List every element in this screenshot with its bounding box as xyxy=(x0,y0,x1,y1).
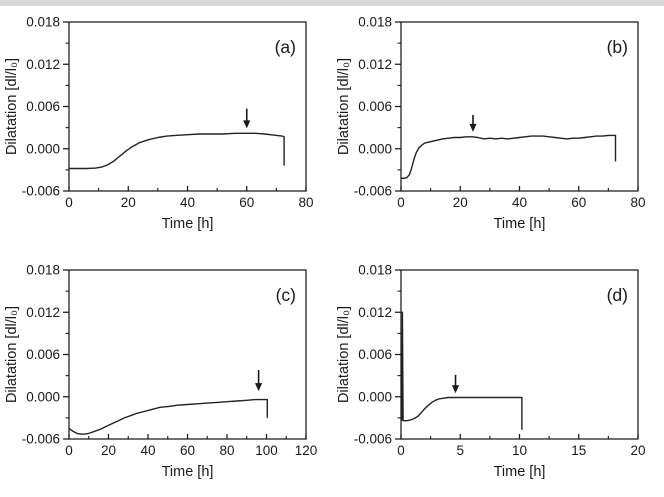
annotation-arrow-icon xyxy=(255,369,263,392)
x-tick-label: 80 xyxy=(630,195,645,210)
x-tick-label: 5 xyxy=(456,443,464,458)
y-tick-label: 0.000 xyxy=(26,389,60,404)
y-tick-label: 0.000 xyxy=(26,141,60,156)
y-tick-label: 0.012 xyxy=(26,305,60,320)
panel-c: -0.006 0.000 0.006 0.012 0.018 0 20 40 60 80 100 12… xyxy=(0,248,332,497)
y-tick-label: -0.006 xyxy=(22,432,60,447)
y-axis-title: Dilatation [dl/l₀] xyxy=(336,306,352,403)
x-tick-label: 0 xyxy=(397,195,405,210)
y-tick-label: 0.012 xyxy=(26,57,60,72)
dilatation-curve xyxy=(401,311,523,430)
y-tick-label: 0.006 xyxy=(358,99,392,114)
panel-letter-label: (b) xyxy=(607,37,628,57)
plot-panel-a: -0.006 0.000 0.006 0.012 0.018 0 20 40 60 80 Time … xyxy=(4,15,314,233)
dilatation-curve xyxy=(401,134,617,180)
x-tick-label: 0 xyxy=(65,195,73,210)
x-tick-label: 40 xyxy=(180,195,195,210)
x-tick-label: 0 xyxy=(65,443,73,458)
x-tick-label: 15 xyxy=(571,443,586,458)
x-axis-title: Time [h] xyxy=(162,216,214,232)
y-axis-title: Dilatation [dl/l₀] xyxy=(4,58,20,155)
y-tick-label: 0.018 xyxy=(26,263,60,278)
plot-panel-d: -0.006 0.000 0.006 0.012 0.018 0 5 10 15 20 Time [… xyxy=(336,263,646,481)
x-axis-title: Time [h] xyxy=(494,216,546,232)
x-tick-label: 60 xyxy=(571,195,586,210)
x-axis-title: Time [h] xyxy=(494,464,546,480)
panel-b: -0.006 0.000 0.006 0.012 0.018 0 20 40 60 80 Time … xyxy=(332,0,664,253)
panel-letter-label: (d) xyxy=(607,285,628,305)
x-tick-label: 60 xyxy=(180,443,195,458)
x-tick-label: 20 xyxy=(101,443,116,458)
y-tick-label: -0.006 xyxy=(354,184,392,199)
x-tick-label: 20 xyxy=(630,443,645,458)
x-tick-label: 0 xyxy=(397,443,405,458)
y-axis-title: Dilatation [dl/l₀] xyxy=(4,306,20,403)
x-tick-label: 100 xyxy=(255,443,278,458)
panel-d: -0.006 0.000 0.006 0.012 0.018 0 5 10 15 20 Time [… xyxy=(332,248,664,497)
y-tick-label: 0.018 xyxy=(26,15,60,30)
x-tick-label: 20 xyxy=(453,195,468,210)
dilatation-curve xyxy=(69,132,285,170)
x-tick-label: 20 xyxy=(121,195,136,210)
y-tick-label: -0.006 xyxy=(22,184,60,199)
annotation-arrow-icon xyxy=(451,374,460,394)
scan-edge-artifact xyxy=(0,0,664,6)
panel-letter-label: (a) xyxy=(275,37,296,57)
y-tick-label: 0.000 xyxy=(358,141,392,156)
panel-letter-label: (c) xyxy=(276,285,296,305)
x-tick-label: 60 xyxy=(239,195,254,210)
y-tick-label: 0.018 xyxy=(358,263,392,278)
y-tick-label: 0.018 xyxy=(358,15,392,30)
axes-box xyxy=(68,269,307,440)
panel-a: -0.006 0.000 0.006 0.012 0.018 0 20 40 60 80 Time … xyxy=(0,0,332,253)
x-tick-label: 40 xyxy=(512,195,527,210)
y-tick-label: 0.012 xyxy=(358,305,392,320)
y-tick-label: 0.012 xyxy=(358,57,392,72)
x-tick-label: 40 xyxy=(140,443,155,458)
y-tick-label: 0.006 xyxy=(26,347,60,362)
x-tick-label: 10 xyxy=(512,443,527,458)
axes-box xyxy=(400,269,639,440)
x-axis-title: Time [h] xyxy=(162,464,214,480)
y-tick-label: 0.000 xyxy=(358,389,392,404)
y-tick-label: 0.006 xyxy=(358,347,392,362)
annotation-arrow-icon xyxy=(469,114,477,132)
y-tick-label: 0.006 xyxy=(26,99,60,114)
axes-box xyxy=(400,21,639,192)
x-tick-label: 80 xyxy=(298,195,313,210)
plot-panel-b: -0.006 0.000 0.006 0.012 0.018 0 20 40 60 80 Time … xyxy=(336,15,646,233)
x-tick-label: 120 xyxy=(295,443,318,458)
x-tick-label: 80 xyxy=(219,443,234,458)
plot-panel-c: -0.006 0.000 0.006 0.012 0.018 0 20 40 60 80 100 12… xyxy=(4,263,318,481)
y-axis-title: Dilatation [dl/l₀] xyxy=(336,58,352,155)
y-tick-label: -0.006 xyxy=(354,432,392,447)
dilatation-curve xyxy=(68,398,268,435)
annotation-arrow-icon xyxy=(243,108,251,129)
